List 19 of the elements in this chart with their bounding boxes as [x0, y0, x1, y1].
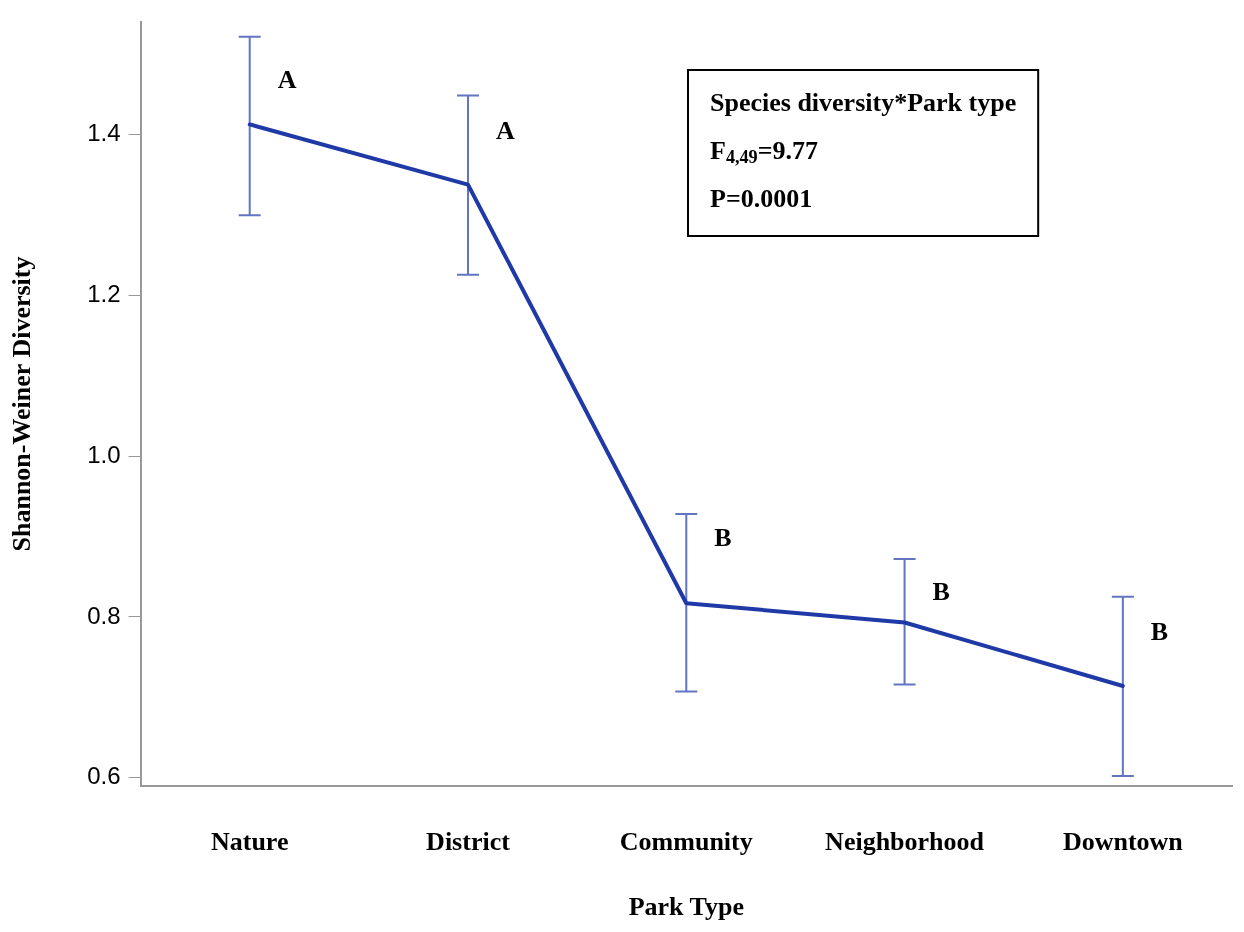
x-tick-label: Downtown: [1062, 826, 1184, 856]
annotation: A: [495, 116, 515, 146]
y-tick-label: 0.6: [87, 762, 121, 790]
x-tick-label: District: [426, 826, 511, 856]
y-tick-label: 1.2: [87, 280, 121, 308]
annotation: B: [1150, 617, 1169, 647]
x-tick-label: Nature: [210, 826, 289, 856]
x-axis-title: Park Type: [628, 892, 744, 922]
y-tick-label: 0.8: [87, 601, 121, 629]
annotation: P=0.0001: [710, 183, 813, 213]
annotation: A: [277, 64, 297, 94]
y-tick-label: 1.0: [87, 440, 121, 468]
x-tick-label: Community: [619, 826, 753, 856]
annotation: Species diversity*Park type: [710, 87, 1017, 117]
y-tick-label: 1.4: [87, 119, 121, 147]
annotation: B: [932, 577, 950, 607]
x-tick-label: Neighborhood: [825, 826, 985, 856]
y-axis-title: Shannon-Weiner Diversity: [7, 256, 37, 552]
annotation: B: [714, 523, 732, 553]
